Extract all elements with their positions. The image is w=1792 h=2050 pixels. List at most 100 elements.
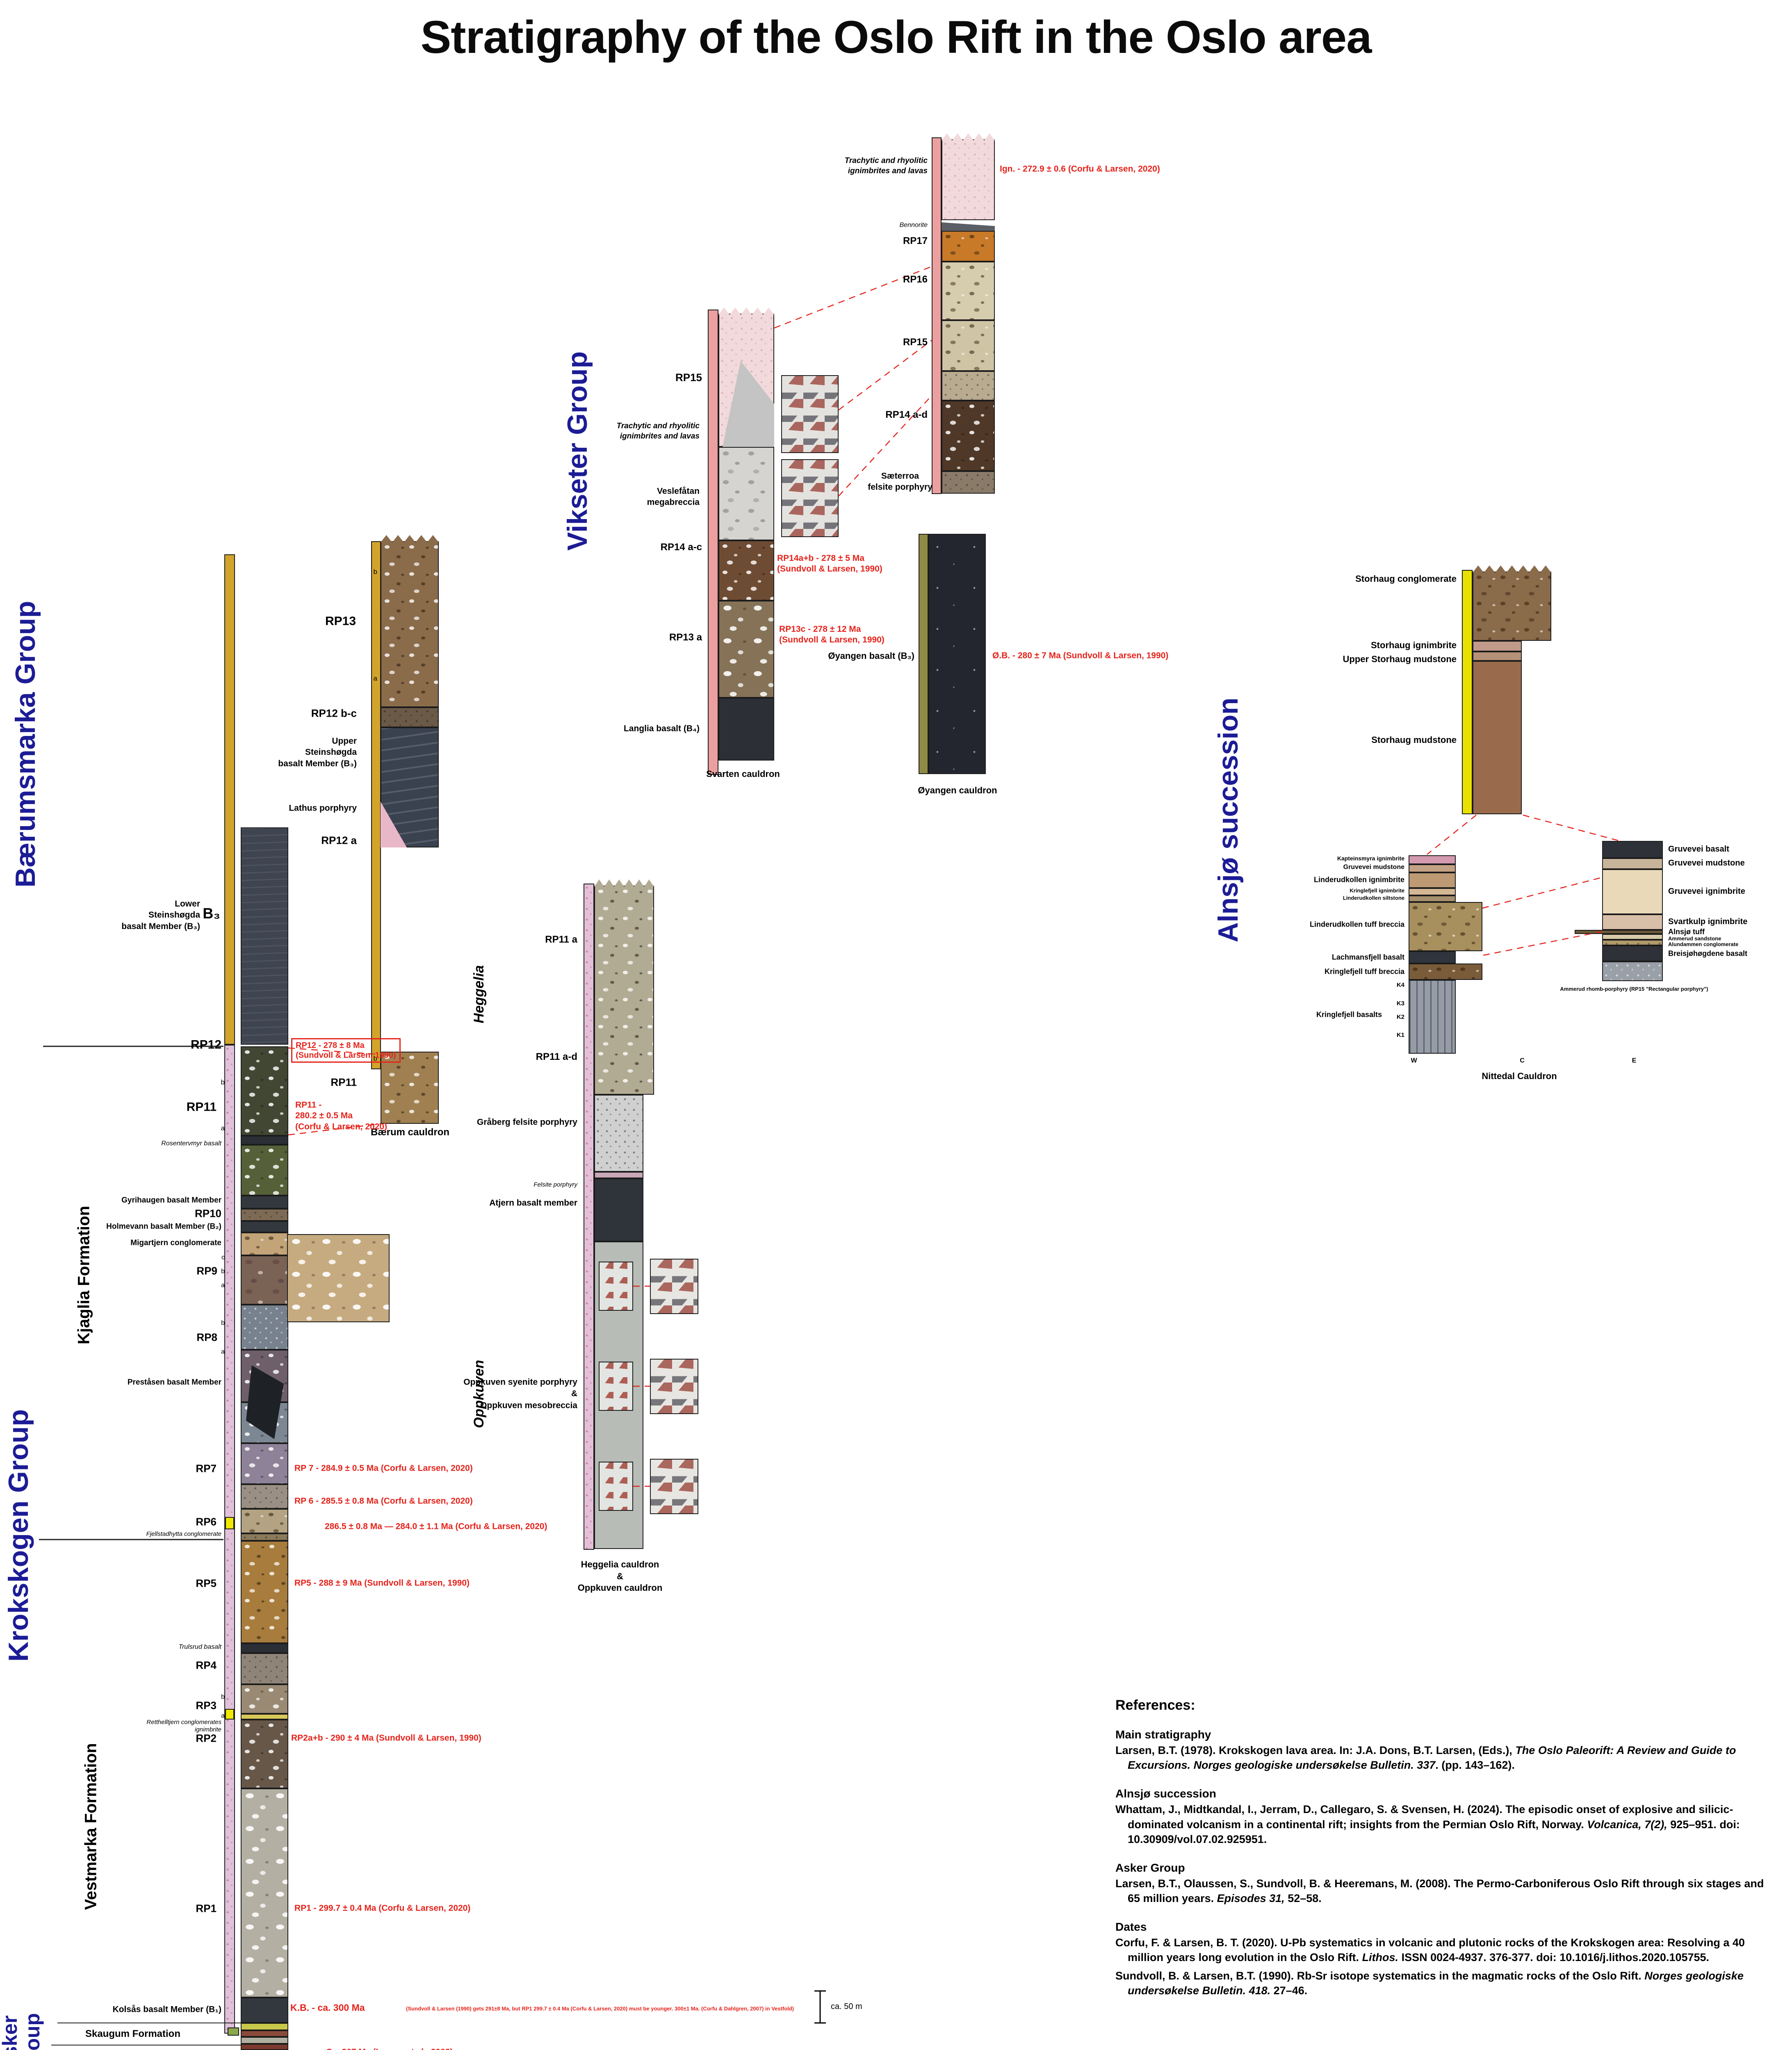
reference-text: 52–58. [1284, 1892, 1322, 1905]
label-lachmansfjell: Lachmansfjell basalt [1331, 953, 1404, 961]
unit-saeterroa-base [942, 471, 995, 494]
unit-ammerud-sandstone [1602, 934, 1663, 940]
unit-gyrihaugen-basalt [241, 1196, 288, 1209]
reference-text-italic: Episodes 31, [1217, 1892, 1285, 1905]
unit-rp11-baerum [381, 1052, 439, 1124]
marker-yellow-rp6 [225, 1517, 234, 1529]
reference-text: Sundvoll, B. & Larsen, B.T. (1990). Rb-S… [1115, 1969, 1645, 1982]
unit-felsite-band [594, 1172, 643, 1178]
label-k1: K1 [1396, 1032, 1404, 1039]
unit-storhaug-conglomerate [1473, 565, 1551, 641]
label-k4: K4 [1396, 982, 1404, 989]
date-307: Ca. 307 Ma (Larsen et al., 2008) [326, 2048, 453, 2050]
unit-ammerud-rhomb-porphyry [1602, 961, 1663, 981]
label-rp12a: RP12 a [321, 834, 357, 847]
reference-entry: Sundvoll, B. & Larsen, B.T. (1990). Rb-S… [1115, 1968, 1767, 1998]
label-rp12bc: RP12 b-c [311, 707, 357, 720]
label-upper-steinshogda: Upper Steinshøgda basalt Member (B₃) [278, 736, 357, 768]
unit-rp3 [241, 1684, 288, 1714]
label-gyrihaugen: Gyrihaugen basalt Member [121, 1196, 221, 1205]
label-rp12: RP12 [190, 1038, 221, 1052]
group-asker: Asker Group [0, 2013, 44, 2050]
unit-rp16 [942, 262, 995, 320]
label-fjellstadhytta: Fjellstadhytta conglomerate [146, 1531, 221, 1538]
unit-fjellstadhytta-conglomerate [241, 1533, 288, 1541]
asker-band-1 [241, 2023, 288, 2030]
label-rp11-baerum: RP11 [331, 1076, 357, 1089]
breccia-swatch-1 [781, 375, 839, 453]
label-heggelia-cauldron: Heggelia cauldron & Oppkuven cauldron [577, 1559, 663, 1593]
label-k2: K2 [1396, 1014, 1404, 1021]
label-rp5: RP5 [196, 1577, 217, 1590]
label-felsite-porphyry: Felsite porphyry [533, 1181, 577, 1189]
unit-veslefatan-megabreccia [718, 447, 774, 540]
reference-subheading-alnsjo: Alnsjø succession [1115, 1787, 1216, 1800]
unit-storhaug-ignimbrite [1473, 641, 1522, 651]
label-lathus: Lathus porphyry [289, 803, 357, 813]
label-upper-storhaug-mudstone: Upper Storhaug mudstone [1343, 654, 1457, 665]
label-kringlefjell-tuff: Kringlefjell tuff breccia [1324, 967, 1404, 976]
unit-rp4 [241, 1653, 288, 1684]
asker-band-3 [241, 2037, 288, 2044]
sub-letter-b: b [373, 567, 377, 576]
label-langlia: Langlia basalt (B₄) [623, 724, 700, 733]
sub-letter-b: b [373, 1054, 377, 1062]
correlation-west-east-1 [1482, 877, 1603, 909]
asker-band-2 [241, 2030, 288, 2037]
unit-kapteinsmyra-ignimbrite [1409, 855, 1456, 864]
unit-linderudkollen-tuff-breccia [1409, 902, 1482, 951]
reference-text: Larsen, B.T., Olaussen, S., Sundvoll, B.… [1115, 1877, 1764, 1905]
label-trachytic-left: Trachytic and rhyolitic ignimbrites and … [616, 421, 700, 440]
label-prestasen: Preståsen basalt Member [127, 1378, 221, 1387]
unit-bennorite [942, 222, 995, 231]
label-holmevann: Holmevann basalt Member (B₂) [106, 1222, 221, 1231]
date-rp12: RP12 - 278 ± 8 Ma (Sundvoll & Larsen, 19… [291, 1038, 401, 1063]
unit-gruvevei-mudstone-w [1409, 864, 1456, 872]
unit-storhaug-mudstone [1473, 661, 1522, 814]
label-gruvevei-mudstone-east: Gruvevei mudstone [1668, 859, 1745, 868]
unit-holmevann-basalt [241, 1221, 288, 1232]
label-veslefatan: Veslefåtan megabreccia [647, 486, 700, 507]
unit-trulsrud-basalt [241, 1643, 288, 1653]
unit-graberg-felsite [594, 1095, 643, 1172]
unit-rp13a [718, 601, 774, 698]
breccia-swatch-2 [781, 459, 839, 537]
unit-rp2 [241, 1720, 288, 1788]
label-linderudkollen-breccia: Linderudkollen tuff breccia [1309, 920, 1404, 929]
oppkuven-swatch-2 [599, 1362, 633, 1411]
oppkuven-breccia-3 [650, 1459, 698, 1514]
unit-oyangen-basalt [928, 534, 986, 774]
unit-gruvevei-basalt [1602, 841, 1663, 858]
label-storhaug-ignimbrite: Storhaug ignimbrite [1371, 640, 1457, 651]
label-ammerud-rhomb: Ammerud rhomb-porphyry (RP15 "Rectangula… [1560, 986, 1708, 992]
reference-text-italic: Lithos. [1362, 1951, 1399, 1964]
label-oyangen-basalt: Øyangen basalt (B₃) [828, 651, 914, 661]
label-rp8: RP8 [196, 1331, 217, 1344]
date-rp11: RP11 - 280.2 ± 0.5 Ma (Corfu & Larsen, 2… [295, 1100, 388, 1132]
label-storhaug-mudstone: Storhaug mudstone [1371, 735, 1457, 745]
references-heading: References: [1115, 1697, 1195, 1713]
label-oyangen-cauldron: Øyangen cauldron [918, 785, 997, 796]
label-gruvevei-ignimbrite: Gruvevei ignimbrite [1668, 887, 1745, 896]
label-rp11a-heggelia: RP11 a [545, 934, 577, 945]
scale-label: ca. 50 m [831, 2002, 862, 2011]
reference-subheading-main: Main stratigraphy [1115, 1728, 1211, 1741]
sub-letter-a: a [221, 1712, 225, 1720]
date-rp6: RP 6 - 285.5 ± 0.8 Ma (Corfu & Larsen, 2… [294, 1496, 473, 1506]
sub-letter-b: b [221, 1319, 225, 1327]
date-rp2ab: RP2a+b - 290 ± 4 Ma (Sundvoll & Larsen, … [291, 1733, 481, 1743]
reference-entry: Larsen, B.T., Olaussen, S., Sundvoll, B.… [1115, 1876, 1767, 1906]
label-rp7: RP7 [196, 1462, 217, 1475]
unit-rp6 [241, 1509, 288, 1533]
group-alnsjo: Alnsjø succession [1212, 697, 1244, 943]
label-oppkuven-syenite: Oppkuven syenite porphyry & Oppkuven mes… [463, 1377, 577, 1410]
label-kringlefjell-ignimbrite: Kringlefjell ignimbrite [1350, 887, 1404, 894]
label-alundammen: Alundammen conglomerate [1668, 941, 1739, 948]
unit-rp11a-heggelia [594, 879, 654, 1095]
label-breisjohogdene: Breisjøhøgdene basalt [1668, 949, 1748, 958]
sub-letter-a: a [221, 1282, 225, 1289]
label-linderudkollen-siltstone: Linderudkollen siltstone [1343, 895, 1404, 901]
sub-letter-a: a [373, 674, 377, 682]
